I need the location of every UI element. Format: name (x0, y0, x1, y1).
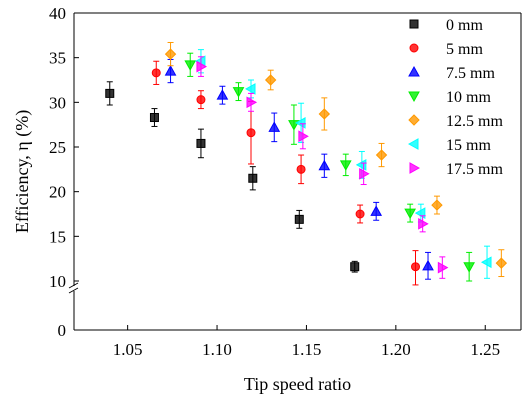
data-point (356, 210, 364, 218)
legend-item: 5 mm (410, 41, 483, 58)
data-point (371, 206, 381, 215)
legend-marker (409, 139, 418, 149)
y-tick-label: 15 (49, 227, 66, 246)
data-point (351, 263, 359, 271)
data-point (266, 75, 276, 85)
legend-label: 17.5 mm (446, 161, 503, 178)
x-tick-label: 1.25 (470, 340, 500, 359)
legend: 0 mm 5 mm 7.5 mm 10 mm 12.5 mm 15 mm 17.5 mm (409, 17, 503, 178)
x-tick-label: 1.20 (381, 340, 411, 359)
data-point (297, 165, 305, 173)
legend-item: 10 mm (409, 89, 491, 106)
data-point (166, 49, 176, 59)
series-5-mm (152, 61, 419, 285)
data-point (106, 89, 114, 97)
data-point (496, 258, 506, 268)
data-point (319, 161, 329, 170)
data-point (233, 88, 243, 97)
y-axis-title: Efficiency, η (%) (12, 110, 33, 233)
x-tick-label: 1.05 (113, 340, 143, 359)
series-0-mm (106, 82, 359, 272)
legend-marker (409, 115, 419, 125)
y-tick-label: 40 (49, 4, 66, 23)
data-point (185, 61, 195, 70)
data-point (405, 209, 415, 218)
data-point (423, 261, 433, 270)
data-point (295, 215, 303, 223)
legend-item: 0 mm (410, 17, 483, 34)
legend-marker (409, 92, 419, 101)
x-axis-title: Tip speed ratio (244, 374, 351, 394)
data-point (152, 69, 160, 77)
legend-marker (410, 163, 419, 173)
data-point (197, 96, 205, 104)
data-point (341, 161, 351, 170)
data-point (150, 114, 158, 122)
data-point (412, 263, 420, 271)
legend-label: 0 mm (446, 17, 483, 34)
legend-label: 15 mm (446, 137, 491, 154)
legend-label: 7.5 mm (446, 65, 495, 82)
legend-label: 12.5 mm (446, 113, 503, 130)
legend-item: 12.5 mm (409, 113, 503, 130)
data-point (269, 122, 279, 131)
y-tick-label: 10 (49, 272, 66, 291)
y-tick-label: 0 (58, 321, 67, 340)
legend-marker (409, 67, 419, 76)
data-point (217, 90, 227, 99)
data-point (377, 150, 387, 160)
y-tick-label: 25 (49, 138, 66, 157)
x-tick-label: 1.10 (202, 340, 232, 359)
legend-item: 7.5 mm (409, 65, 495, 82)
data-point (247, 129, 255, 137)
data-point (464, 263, 474, 272)
legend-item: 15 mm (409, 137, 491, 154)
legend-label: 5 mm (446, 41, 483, 58)
y-tick-label: 20 (49, 183, 66, 202)
data-point (249, 174, 257, 182)
data-point (166, 66, 176, 75)
x-tick-label: 1.15 (292, 340, 322, 359)
y-tick-label: 35 (49, 49, 66, 68)
series-10-mm (185, 53, 474, 281)
legend-marker (410, 20, 418, 28)
data-point (319, 109, 329, 119)
data-point (197, 139, 205, 147)
legend-item: 17.5 mm (410, 161, 503, 178)
y-tick-label: 30 (49, 93, 66, 112)
legend-label: 10 mm (446, 89, 491, 106)
legend-marker (410, 44, 418, 52)
data-point (432, 200, 442, 210)
